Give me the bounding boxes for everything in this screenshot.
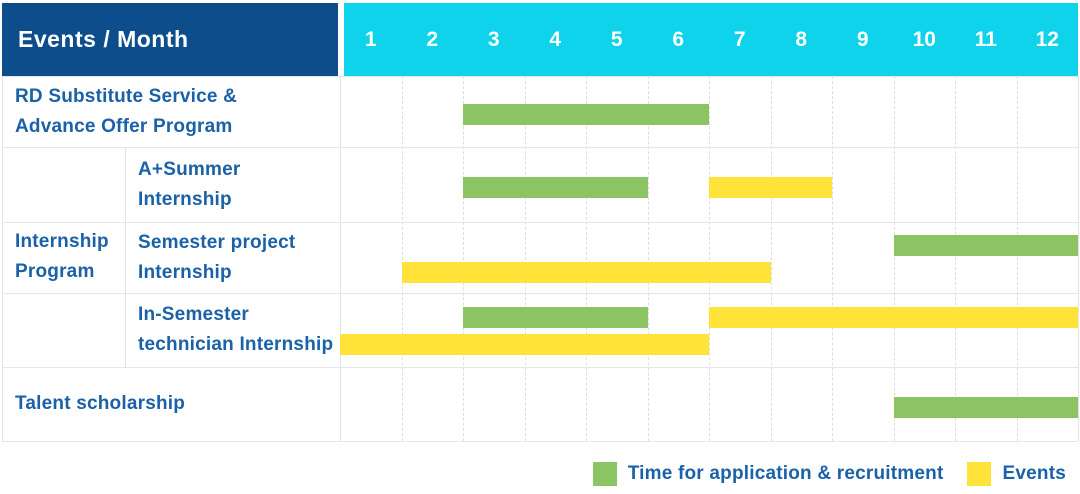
month-gridline (832, 76, 833, 441)
month-tick-label: 3 (487, 28, 500, 51)
month-tick-label: 8 (795, 28, 808, 51)
month-tick-label: 7 (733, 28, 746, 51)
row-label: A+Summer Internship (125, 147, 353, 222)
row-label: Semester project Internship (125, 222, 353, 293)
month-gridline (709, 76, 710, 441)
corner-header-label: Events / Month (18, 26, 189, 52)
row-separator-line (2, 367, 1078, 368)
legend-label: Events (1002, 463, 1066, 484)
table-border-vline (2, 76, 3, 441)
row-label-line: In-Semester (138, 304, 249, 325)
row-group-label: Internship Program (2, 147, 138, 367)
month-tick-label: 1 (364, 28, 377, 51)
row-group-label-line: Program (15, 261, 95, 282)
table-border-vline (1078, 76, 1079, 441)
row-label-line: Talent scholarship (15, 393, 186, 414)
row-label: RD Substitute Service & Advance Offer Pro… (2, 76, 353, 147)
event-bar (340, 334, 709, 355)
month-gridline (524, 76, 526, 441)
application-bar (893, 234, 1078, 256)
row-label: Talent scholarship (2, 367, 353, 441)
row-label-line: A+Summer (138, 158, 241, 180)
legend-swatch-event (967, 462, 992, 486)
sublabel-divider-vline (125, 147, 126, 367)
legend-label: Time for application & recruitment (627, 463, 944, 484)
row-label-line: RD Substitute Service & (15, 85, 238, 107)
row-label-line: Advance Offer Program (15, 115, 233, 137)
row-label-line: Semester project (138, 231, 296, 253)
month-tick-label: 10 (912, 28, 936, 51)
row-separator-line (2, 441, 1078, 442)
row-label-line: Internship (138, 261, 232, 283)
event-bar (401, 261, 771, 283)
month-tick-label: 4 (549, 28, 562, 51)
month-gridline (586, 76, 587, 441)
legend-item: Time for application & recruitment (592, 462, 944, 486)
month-gridline (1016, 76, 1018, 441)
corner-header-cell: Events / Month (2, 3, 338, 76)
month-gridline (401, 76, 403, 441)
row-label: In-Semester technician Internship (125, 293, 353, 367)
month-gridline (955, 76, 956, 441)
month-tick-label: 12 (1035, 28, 1059, 51)
table-border-vline (340, 76, 341, 441)
month-tick-label: 2 (426, 28, 439, 51)
month-tick-label: 11 (974, 28, 997, 51)
month-gridline (770, 76, 772, 441)
month-header-strip: 1 2 3 4 5 6 7 8 9 10 11 12 (344, 3, 1078, 76)
month-tick-label: 5 (610, 28, 623, 51)
legend-item: Events (967, 462, 1066, 486)
legend-swatch-application (592, 462, 617, 486)
row-label-line: Internship (138, 188, 232, 210)
month-gridline (647, 76, 649, 441)
row-separator-line (2, 147, 1078, 148)
row-group-label-line: Internship (15, 231, 109, 252)
application-bar (463, 177, 648, 198)
event-bar (709, 177, 832, 198)
application-bar (463, 307, 648, 328)
month-gridline (893, 76, 895, 441)
application-bar (893, 396, 1078, 418)
event-bar (709, 307, 1078, 328)
row-separator-line (2, 76, 1078, 77)
month-gridline (463, 76, 464, 441)
month-tick-label: 9 (856, 28, 869, 51)
month-tick-label: 6 (672, 28, 685, 51)
row-label-line: technician Internship (138, 334, 334, 355)
application-bar (463, 104, 709, 125)
row-separator-line (2, 293, 1078, 294)
legend: Time for application & recruitment Events (592, 460, 1066, 488)
row-separator-line (2, 222, 1078, 223)
